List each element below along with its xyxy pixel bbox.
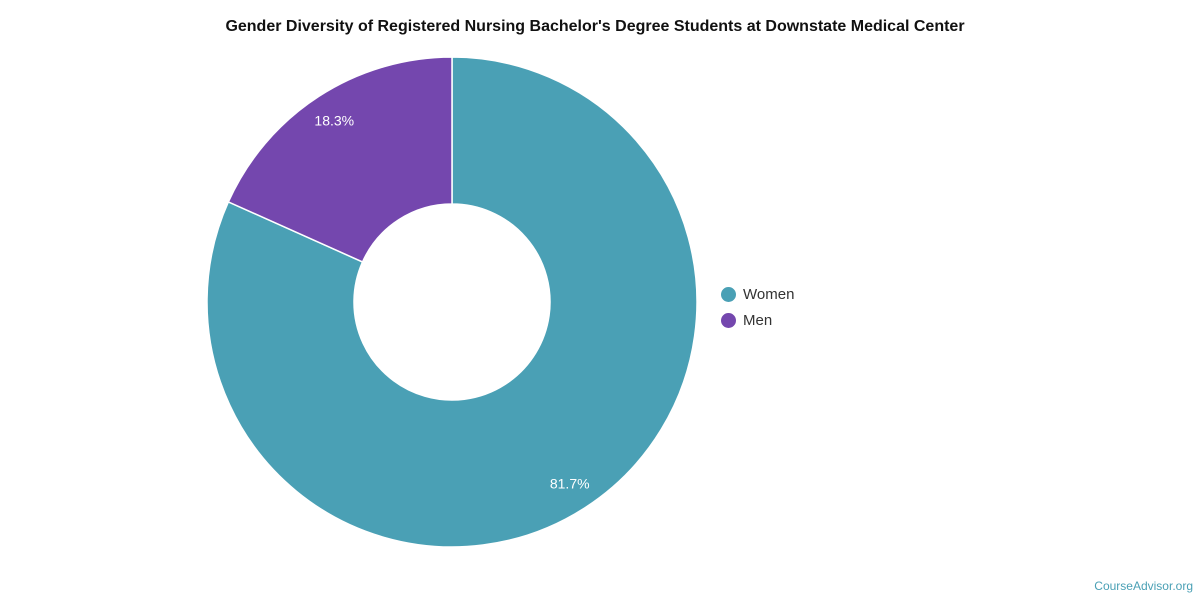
credit-link[interactable]: CourseAdvisor.org (1094, 579, 1193, 593)
legend-item-men[interactable]: Men (721, 307, 794, 333)
data-label-women: 81.7% (550, 476, 590, 492)
legend: Women Men (721, 281, 794, 333)
slice-women[interactable] (206, 56, 698, 548)
chart-title: Gender Diversity of Registered Nursing B… (225, 18, 965, 35)
slice-men[interactable] (227, 56, 453, 263)
legend-label-men: Men (743, 311, 773, 329)
legend-item-women[interactable]: Women (721, 281, 794, 307)
legend-swatch-women (721, 286, 736, 302)
legend-label-women: Women (743, 285, 795, 303)
data-label-men: 18.3% (314, 112, 354, 128)
legend-swatch-men (721, 312, 736, 328)
